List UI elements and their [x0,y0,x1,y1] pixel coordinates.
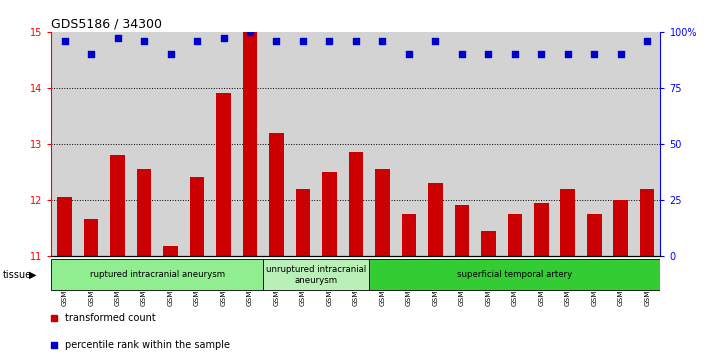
Point [218,36,229,41]
Bar [111,155,125,256]
Point [271,38,282,44]
Bar [534,203,548,256]
Bar [369,259,660,290]
Bar [322,172,337,256]
Text: ruptured intracranial aneurysm: ruptured intracranial aneurysm [90,270,225,280]
Point [562,51,573,57]
Bar [51,259,263,290]
Point [641,38,653,44]
Point [350,38,361,44]
Bar [428,183,443,256]
Point [377,38,388,44]
Point [323,38,335,44]
Bar [84,220,99,256]
Bar [190,178,204,256]
Point [536,51,547,57]
Bar [401,214,416,256]
Bar [243,32,257,256]
Point [403,51,415,57]
Bar [455,205,469,256]
Point [456,51,468,57]
Text: GDS5186 / 34300: GDS5186 / 34300 [51,17,162,30]
Point [244,29,256,34]
Bar [640,189,655,256]
Text: ▶: ▶ [29,270,36,280]
Point [59,38,71,44]
Bar [296,189,311,256]
Text: tissue: tissue [3,270,32,280]
Point [378,195,389,201]
Point [588,51,600,57]
Text: unruptured intracranial
aneurysm: unruptured intracranial aneurysm [266,265,366,285]
Text: superficial temporal artery: superficial temporal artery [457,270,573,280]
Bar [57,197,72,256]
Bar [613,200,628,256]
Point [191,38,203,44]
Bar [348,152,363,256]
Bar [508,214,522,256]
Bar [137,169,151,256]
Point [297,38,308,44]
Bar [587,214,601,256]
Bar [269,132,283,256]
Text: transformed count: transformed count [65,313,156,323]
Point [615,51,626,57]
Point [112,36,124,41]
Point [509,51,521,57]
Point [483,51,494,57]
Point [165,51,176,57]
Point [139,38,150,44]
Bar [164,246,178,256]
Bar [560,189,575,256]
Text: percentile rank within the sample: percentile rank within the sample [65,340,230,350]
Bar [216,93,231,256]
Point [430,38,441,44]
Bar [375,169,390,256]
Bar [481,231,496,256]
Bar [263,259,369,290]
Point [86,51,97,57]
